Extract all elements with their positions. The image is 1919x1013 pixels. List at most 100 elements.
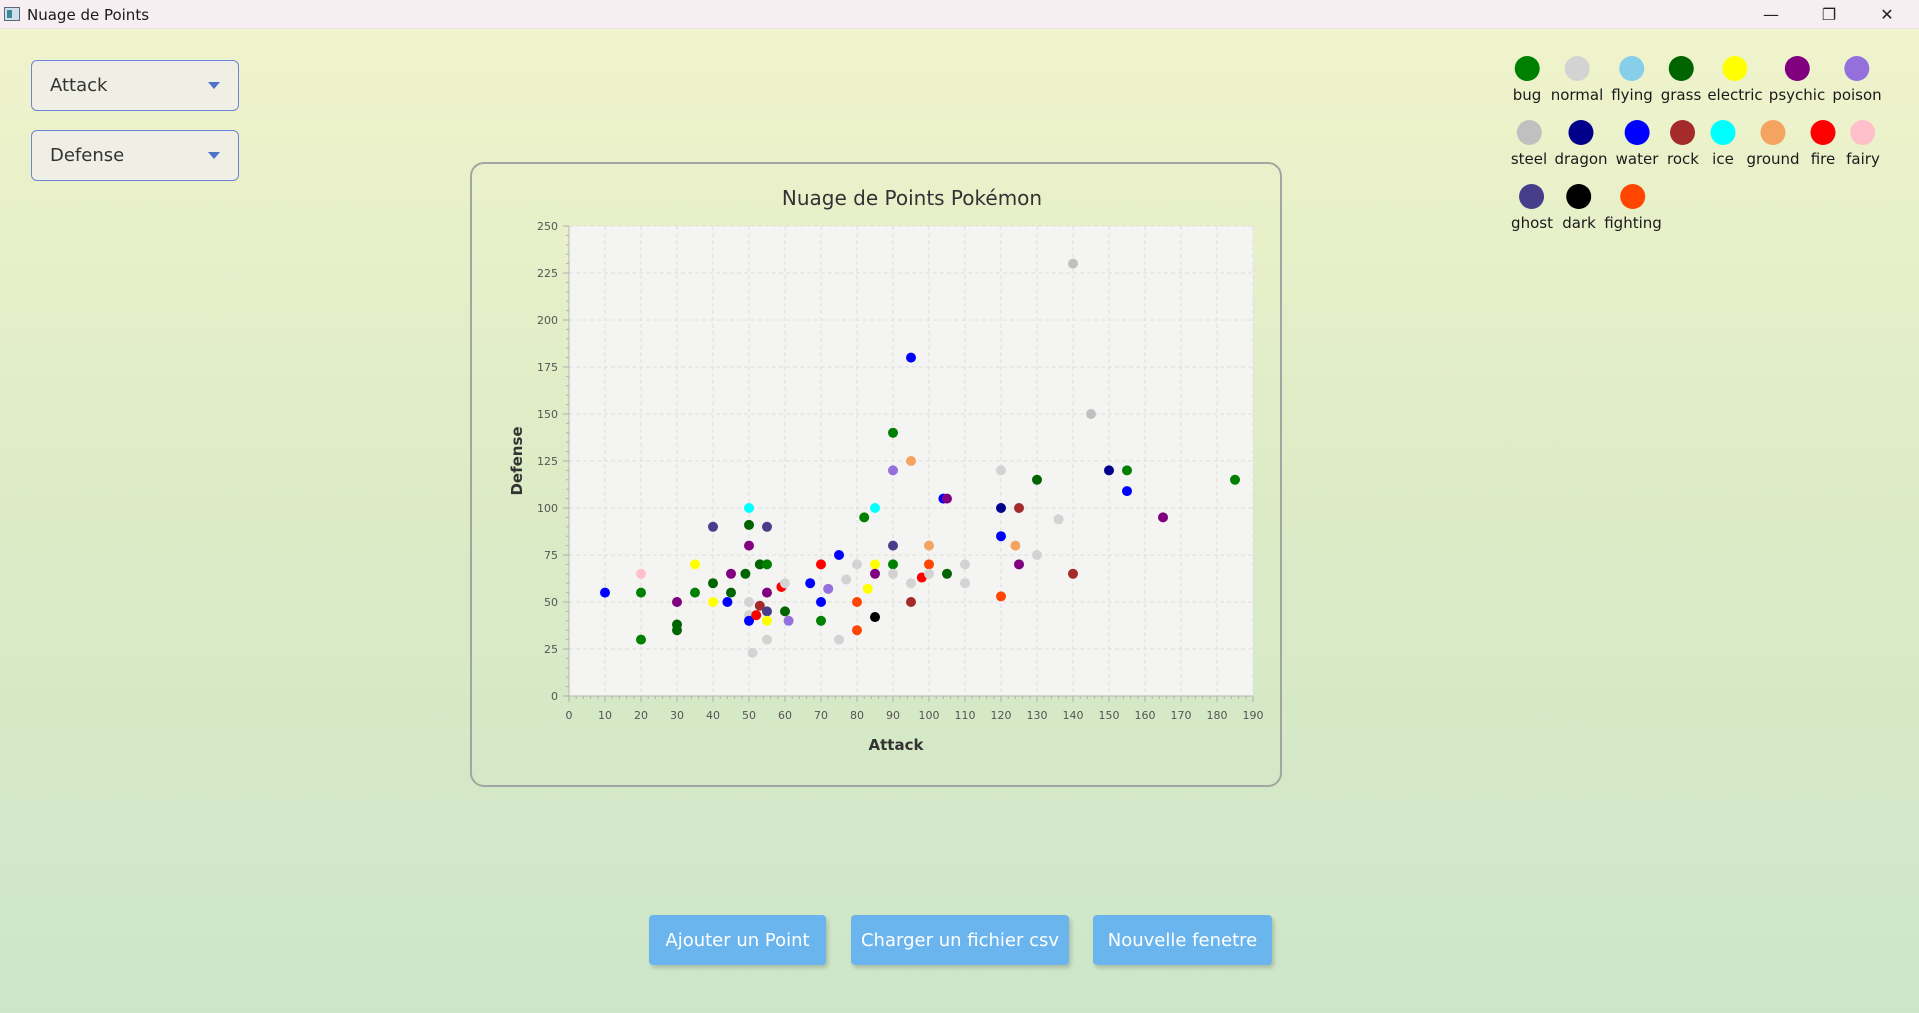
legend-swatch <box>1722 56 1748 81</box>
data-point-fighting <box>996 591 1006 602</box>
data-point-rock <box>754 600 765 611</box>
data-point-ghost <box>888 540 898 551</box>
legend-label: electric <box>1707 86 1763 104</box>
window-title: Nuage de Points <box>27 6 150 24</box>
data-point-psychic <box>762 587 772 598</box>
legend-swatch <box>1670 120 1696 145</box>
data-point-ghost <box>708 521 718 532</box>
data-point-bug <box>636 634 646 645</box>
data-point-grass <box>726 587 736 598</box>
legend-item-poison: poison <box>1832 56 1882 104</box>
data-point-normal <box>747 647 758 658</box>
data-point-grass <box>754 559 765 570</box>
x-tick-label: 20 <box>634 709 648 722</box>
data-point-grass <box>744 519 754 530</box>
chevron-down-icon <box>208 152 220 159</box>
legend-label: psychic <box>1768 86 1826 104</box>
chevron-down-icon <box>208 82 220 89</box>
x-tick-label: 40 <box>706 709 720 722</box>
legend-item-dark: dark <box>1562 184 1596 232</box>
legend-item-ground: ground <box>1746 120 1800 168</box>
minimize-button[interactable]: — <box>1763 5 1779 24</box>
data-point-grass <box>942 568 952 579</box>
legend-label: flying <box>1611 86 1653 104</box>
data-point-normal <box>744 597 754 607</box>
legend-swatch <box>1564 56 1590 81</box>
legend-swatch <box>1710 120 1736 145</box>
legend-swatch <box>1566 184 1592 209</box>
legend-item-electric: electric <box>1707 56 1763 104</box>
x-tick-label: 190 <box>1243 709 1264 722</box>
y-axis-label: Defense <box>508 426 526 495</box>
new-window-button[interactable]: Nouvelle fenetre <box>1093 915 1272 965</box>
x-tick-label: 140 <box>1063 709 1084 722</box>
chart-title: Nuage de Points Pokémon <box>782 186 1042 210</box>
load-csv-button[interactable]: Charger un fichier csv <box>851 915 1069 965</box>
data-point-normal <box>960 578 970 589</box>
data-point-fairy <box>636 568 646 579</box>
data-point-water <box>906 352 916 363</box>
data-point-bug <box>690 587 700 598</box>
data-point-ground <box>906 456 916 466</box>
y-tick-label: 200 <box>537 314 558 327</box>
y-tick-label: 225 <box>537 267 558 280</box>
data-point-normal <box>960 559 970 570</box>
legend-label: ice <box>1712 150 1734 168</box>
legend-label: rock <box>1667 150 1699 168</box>
data-point-electric <box>708 597 718 607</box>
x-axis-select[interactable]: Attack <box>31 60 239 111</box>
data-point-ground <box>924 540 934 551</box>
legend-label: dragon <box>1554 150 1608 168</box>
legend-swatch <box>1760 120 1786 145</box>
legend-label: water <box>1615 150 1659 168</box>
y-tick-label: 175 <box>537 361 558 374</box>
legend-item-ghost: ghost <box>1511 184 1553 232</box>
y-tick-label: 150 <box>537 408 558 421</box>
y-tick-label: 250 <box>537 220 558 233</box>
data-point-bug <box>1122 465 1132 476</box>
data-point-grass <box>780 606 790 617</box>
legend-swatch <box>1568 120 1594 145</box>
x-axis-select-value: Attack <box>50 75 108 96</box>
data-point-water <box>744 615 754 626</box>
x-tick-label: 150 <box>1099 709 1120 722</box>
close-button[interactable]: ✕ <box>1880 5 1894 24</box>
x-tick-label: 120 <box>991 709 1012 722</box>
x-axis-label: Attack <box>869 736 925 754</box>
data-point-electric <box>862 583 873 594</box>
data-point-water <box>805 578 816 589</box>
legend-item-grass: grass <box>1660 56 1702 104</box>
add-point-button[interactable]: Ajouter un Point <box>649 915 826 965</box>
data-point-electric <box>690 559 700 570</box>
data-point-fighting <box>852 625 862 636</box>
data-point-psychic <box>870 568 880 579</box>
legend-swatch <box>1619 56 1645 81</box>
legend-label: ground <box>1746 150 1800 168</box>
data-point-electric <box>870 559 880 570</box>
y-tick-label: 125 <box>537 455 558 468</box>
data-point-normal <box>841 574 852 585</box>
data-point-water <box>722 597 733 607</box>
legend-item-steel: steel <box>1511 120 1547 168</box>
legend-item-rock: rock <box>1667 120 1699 168</box>
legend-item-bug: bug <box>1513 56 1541 104</box>
y-axis-select[interactable]: Defense <box>31 130 239 181</box>
maximize-button[interactable]: ❐ <box>1821 5 1837 24</box>
data-point-normal <box>924 568 934 579</box>
data-point-psychic <box>726 568 736 579</box>
legend-item-normal: normal <box>1551 56 1603 104</box>
data-point-poison <box>783 615 794 626</box>
y-tick-label: 75 <box>544 549 558 562</box>
data-point-rock <box>1014 503 1024 513</box>
legend-swatch <box>1624 120 1650 145</box>
legend-item-fighting: fighting <box>1604 184 1662 232</box>
legend-label: grass <box>1660 86 1702 104</box>
legend-label: dark <box>1562 214 1596 232</box>
data-point-normal <box>762 634 772 645</box>
y-tick-label: 0 <box>551 690 558 703</box>
x-tick-label: 70 <box>814 709 828 722</box>
legend-label: fighting <box>1604 214 1662 232</box>
data-point-normal <box>852 559 862 570</box>
x-tick-label: 80 <box>850 709 864 722</box>
data-point-normal <box>1053 514 1064 525</box>
